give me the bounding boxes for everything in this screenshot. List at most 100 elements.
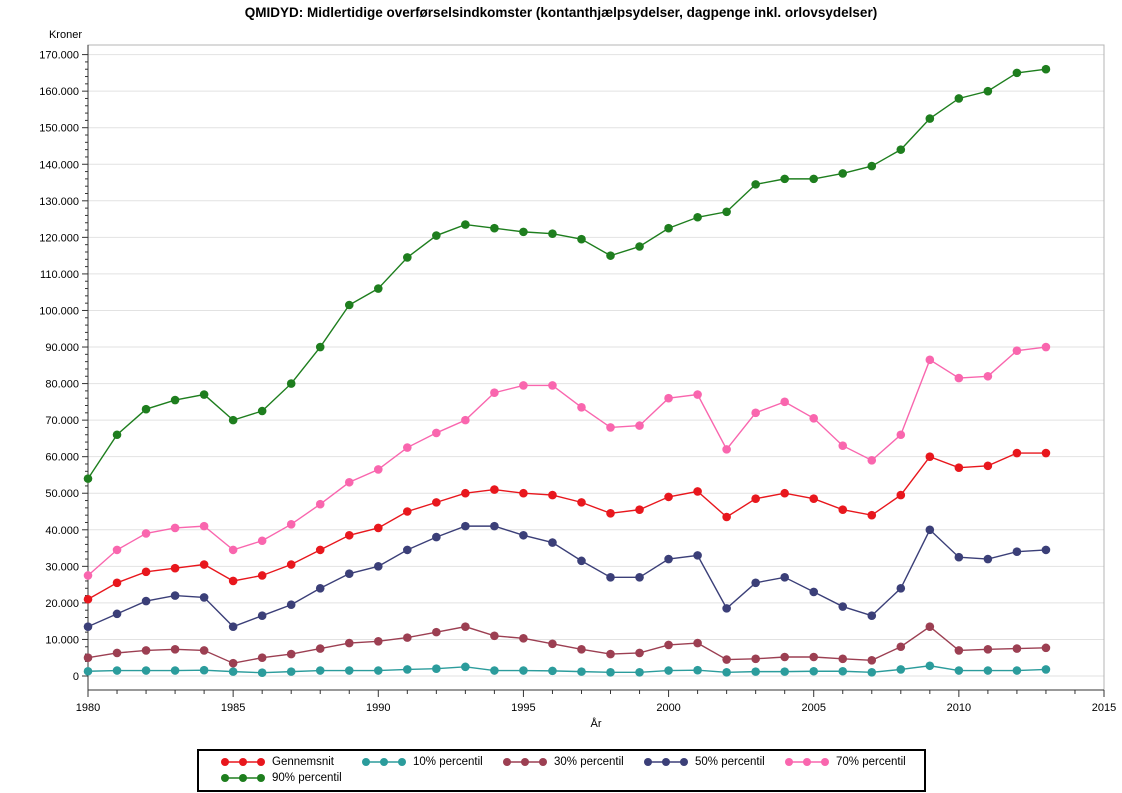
data-point [983,86,993,96]
x-tick-label: 2005 [801,702,825,714]
data-point [838,602,848,611]
x-tick-label: 2015 [1092,702,1116,714]
series-line [87,625,1046,664]
data-point [983,461,993,471]
data-point [722,445,731,454]
data-point [606,509,615,518]
data-point [461,521,470,531]
data-point [1012,644,1022,653]
data-point [170,563,180,573]
data-point [490,388,499,398]
y-axis-title: Kroner [49,29,82,41]
data-point [606,423,615,432]
data-point [461,662,470,672]
series-10-percentil [83,661,1051,678]
x-tick-label: 2000 [656,702,680,714]
series-50-percentil [83,521,1051,631]
data-point [606,668,615,677]
data-point [344,300,354,310]
data-point [112,545,122,555]
data-point [199,593,209,602]
data-point [519,634,528,643]
x-tick-label: 1995 [511,702,535,714]
data-point [1041,665,1051,674]
y-tick-label: 130.000 [39,196,79,208]
data-point [1012,666,1022,675]
data-point [751,667,760,676]
data-point [809,414,819,423]
x-tick-label: 1990 [366,702,390,714]
data-point [199,390,209,399]
data-point [635,648,644,658]
data-point [1041,64,1051,74]
data-point [461,488,470,498]
y-tick-label: 170.000 [39,50,79,62]
data-point [664,554,673,564]
data-point [373,562,383,571]
data-point [344,530,354,540]
y-tick-label: 160.000 [39,86,79,98]
data-point [635,668,644,677]
y-tick-label: 50.000 [45,488,79,500]
data-point [867,668,877,677]
data-point [664,666,673,675]
data-point [1012,448,1022,458]
data-point [257,668,267,678]
data-point [925,525,935,535]
x-tick-label: 1985 [221,702,245,714]
legend-item: 30% percentil [503,754,644,770]
data-point [925,114,935,123]
data-point [170,645,180,654]
data-point [635,242,644,251]
data-point [344,477,354,487]
data-point [925,355,935,365]
data-point [170,591,180,600]
y-tick-label: 20.000 [45,598,79,610]
data-point [257,536,267,546]
y-tick-label: 80.000 [45,379,79,391]
data-point [112,666,122,675]
x-tick-label: 2010 [947,702,971,714]
data-point [432,428,441,438]
data-point [635,505,644,514]
data-point [577,667,586,676]
data-point [838,441,848,451]
data-point [257,611,267,620]
data-point [780,667,789,676]
series-line [87,525,1046,628]
data-point [606,573,615,582]
data-point [867,655,877,665]
legend-marker-icon [221,774,265,782]
data-point [954,552,964,562]
data-point [809,587,819,597]
y-tick-label: 140.000 [39,159,79,171]
data-point [141,404,151,414]
data-point [519,227,528,237]
data-point [954,666,964,675]
data-point [983,371,993,381]
data-point [867,510,877,520]
series-line [87,346,1047,577]
data-point [83,622,93,631]
data-point [838,169,848,178]
data-point [577,498,586,507]
data-point [490,485,499,494]
data-point [228,658,238,668]
data-point [1012,547,1022,557]
series-line [87,68,1047,480]
data-point [548,229,557,239]
data-point [664,492,673,502]
data-point [925,452,935,461]
data-point [490,631,499,641]
data-point [403,507,412,516]
data-point [896,490,906,500]
data-point [867,611,877,620]
legend-label: 30% percentil [554,756,624,768]
y-tick-label: 40.000 [45,525,79,537]
data-point [286,649,296,659]
data-point [838,666,848,676]
legend: Gennemsnit 10% percentil 30% percentil 50% … [197,749,926,792]
data-point [286,667,296,676]
series-line [87,452,1046,600]
